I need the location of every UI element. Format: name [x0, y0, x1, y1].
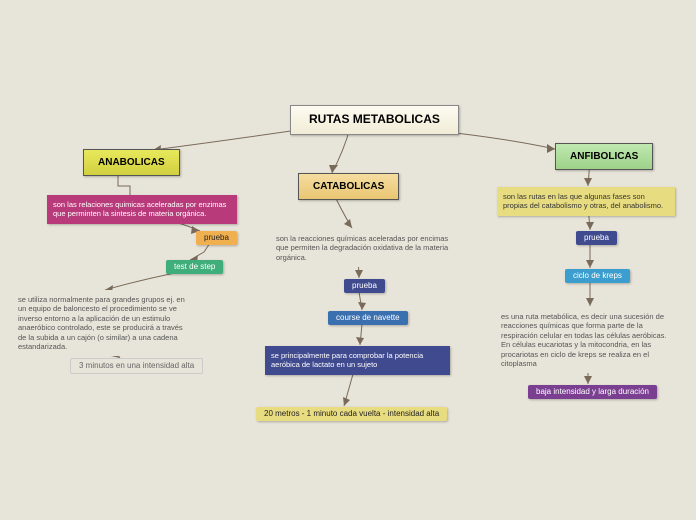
- ana-test-label: test de step: [174, 262, 215, 271]
- ana-uso-text: se utiliza normalmente para grandes grup…: [18, 295, 185, 351]
- ana-prueba[interactable]: prueba: [196, 231, 237, 245]
- cat-course-label: course de navette: [336, 313, 400, 322]
- ana-uso: se utiliza normalmente para grandes grup…: [12, 290, 192, 356]
- anf-desc: son las rutas en las que algunas fases s…: [497, 187, 675, 216]
- anf-desc-text: son las rutas en las que algunas fases s…: [503, 192, 663, 210]
- branch-catabolicas-label: CATABOLICAS: [313, 181, 384, 192]
- ana-test[interactable]: test de step: [166, 260, 223, 274]
- cat-finalidad: se principalmente para comprobar la pote…: [265, 346, 450, 375]
- ana-tiempo-label: 3 minutos en una intensidad alta: [79, 361, 194, 370]
- anf-ciclo-label: ciclo de kreps: [573, 271, 622, 280]
- ana-desc: son las relaciones quimicas aceleradas p…: [47, 195, 237, 224]
- cat-detalle-label: 20 metros - 1 minuto cada vuelta - inten…: [264, 409, 439, 418]
- ana-prueba-label: prueba: [204, 233, 229, 242]
- branch-anabolicas[interactable]: ANABOLICAS: [83, 149, 180, 176]
- anf-prueba-label: prueba: [584, 233, 609, 242]
- branch-anfibolicas[interactable]: ANFIBOLICAS: [555, 143, 653, 170]
- ana-desc-text: son las relaciones quimicas aceleradas p…: [53, 200, 226, 218]
- ana-tiempo: 3 minutos en una intensidad alta: [70, 358, 203, 374]
- cat-desc-text: son la reacciones químicas aceleradas po…: [276, 234, 448, 262]
- root-node[interactable]: RUTAS METABOLICAS: [290, 105, 459, 135]
- cat-detalle: 20 metros - 1 minuto cada vuelta - inten…: [256, 407, 447, 421]
- branch-catabolicas[interactable]: CATABOLICAS: [298, 173, 399, 200]
- anf-expl: es una ruta metabólica, es decir una suc…: [495, 307, 680, 373]
- branch-anabolicas-label: ANABOLICAS: [98, 157, 165, 168]
- branch-anfibolicas-label: ANFIBOLICAS: [570, 151, 638, 162]
- anf-prueba[interactable]: prueba: [576, 231, 617, 245]
- root-label: RUTAS METABOLICAS: [309, 112, 440, 126]
- cat-prueba[interactable]: prueba: [344, 279, 385, 293]
- anf-expl-text: es una ruta metabólica, es decir una suc…: [501, 312, 667, 368]
- anf-nota: baja intensidad y larga duración: [528, 385, 657, 399]
- cat-finalidad-text: se principalmente para comprobar la pote…: [271, 351, 423, 369]
- anf-ciclo[interactable]: ciclo de kreps: [565, 269, 630, 283]
- anf-nota-label: baja intensidad y larga duración: [536, 387, 649, 396]
- cat-prueba-label: prueba: [352, 281, 377, 290]
- cat-desc: son la reacciones químicas aceleradas po…: [270, 229, 456, 267]
- cat-course[interactable]: course de navette: [328, 311, 408, 325]
